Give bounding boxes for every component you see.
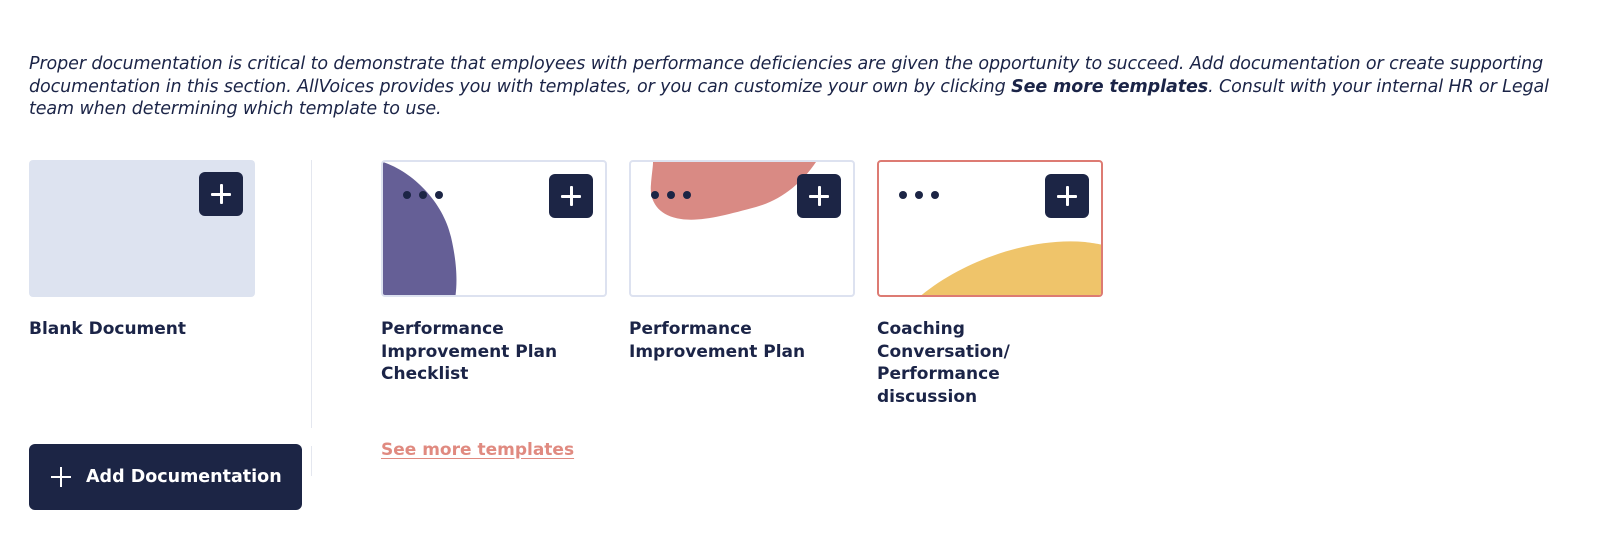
yellow-blob-decoration <box>921 241 1101 295</box>
template-label-coaching-conversation: Coaching Conversation/ Performance discu… <box>877 319 1010 407</box>
plus-icon <box>51 467 71 487</box>
see-more-templates-link[interactable]: See more templates <box>381 440 575 460</box>
more-options-icon[interactable] <box>403 191 445 199</box>
intro-bold-phrase: See more templates <box>1011 76 1209 97</box>
pip-add-button[interactable] <box>797 174 841 218</box>
blank-document-label: Blank Document <box>29 319 187 339</box>
intro-text-after: . Consult with your internal HR or Legal… <box>29 76 1549 120</box>
intro-text: Proper documentation is critical to demo… <box>29 53 1579 121</box>
pip-checklist-add-button[interactable] <box>549 174 593 218</box>
blank-document-add-button[interactable] <box>199 172 243 216</box>
purple-blob-decoration <box>383 162 457 295</box>
add-documentation-label: Add Documentation <box>86 467 282 487</box>
template-label-pip: Performance Improvement Plan <box>629 319 806 362</box>
more-options-icon[interactable] <box>651 191 693 199</box>
template-card-pip-checklist[interactable] <box>381 160 607 297</box>
more-options-icon[interactable] <box>899 191 941 199</box>
template-card-pip[interactable] <box>629 160 855 297</box>
divider <box>311 160 312 428</box>
add-documentation-button[interactable]: Add Documentation <box>29 444 302 510</box>
template-label-pip-checklist: Performance Improvement Plan Checklist <box>381 319 558 384</box>
blank-document-card[interactable] <box>29 160 255 297</box>
divider-lower <box>311 446 312 476</box>
coral-blob-decoration <box>650 162 816 220</box>
coaching-conversation-add-button[interactable] <box>1045 174 1089 218</box>
template-card-coaching-conversation[interactable] <box>877 160 1103 297</box>
intro-text-before: Proper documentation is critical to demo… <box>29 54 1544 97</box>
